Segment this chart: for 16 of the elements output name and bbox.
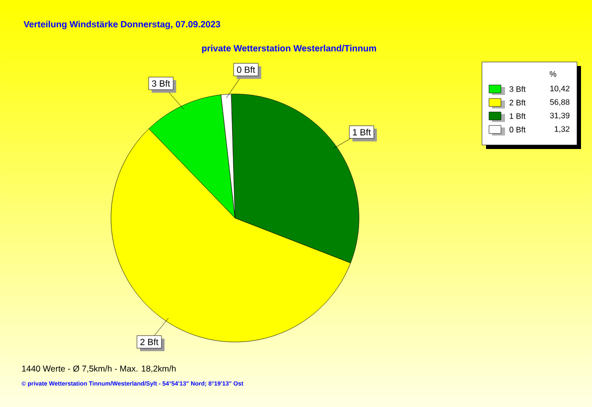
slice-label: 1 Bft: [353, 128, 371, 136]
chart-title: Verteilung Windstärke Donnerstag, 07.09.2023: [24, 20, 220, 30]
data-label: 31,39: [550, 112, 570, 120]
slice-label: 3 Bft: [152, 80, 170, 87]
legend-label: 3 Bft: [509, 86, 526, 92]
chart-subtitle: private Wetterstation Westerland/Tinnum: [202, 44, 376, 54]
legend-label: 1 Bft: [510, 113, 526, 119]
data-label: 56,88: [550, 99, 570, 106]
data-label: 10,42: [550, 86, 570, 92]
legend-title: %: [550, 71, 556, 77]
text: 1440 Werte - Ø 7,5km/h - Max. 18,2km/h: [22, 365, 176, 373]
legend-label: 0 Bft: [510, 126, 526, 132]
slice-label: 0 Bft: [236, 66, 256, 73]
legend-label: 2 Bft: [510, 100, 526, 106]
slice-label: 2 Bft: [140, 338, 158, 346]
data-label: 1,32: [554, 126, 570, 133]
